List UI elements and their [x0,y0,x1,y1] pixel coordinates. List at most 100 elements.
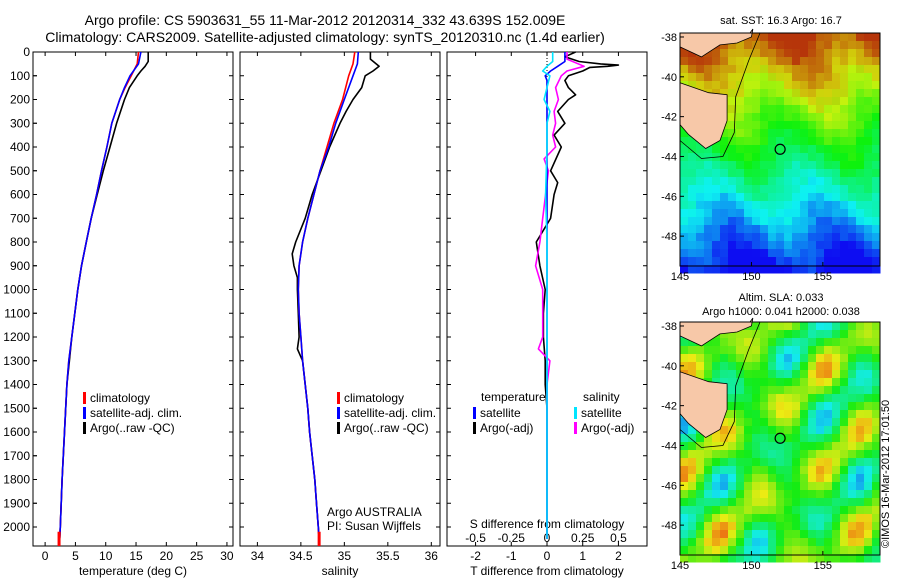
sst-map-depth-contour [679,32,761,159]
sla-map-cell [712,530,721,539]
difference-legend-salinity-title: salinity [583,390,620,404]
sla-map-cell [696,514,705,523]
sla-map-cell [840,554,849,563]
sst-map-cell [720,241,729,250]
sla-map-cell [736,386,745,395]
sst-map-cell [784,97,793,106]
sst-map-cell [712,73,721,82]
sla-map-cell [728,338,737,347]
sst-map-cell [680,225,689,234]
sst-map-cell [808,89,817,98]
depth-tick-label: 1200 [3,330,30,344]
sla-map-cell [792,482,801,491]
sla-map-cell [848,458,857,467]
sst-map-cell [680,193,689,202]
sla-map-cell [840,410,849,419]
sla-map-cell [704,434,713,443]
sla-map-cell [696,466,705,475]
sst-map-cell [872,265,881,274]
salinity-note-line-1: Argo AUSTRALIA [327,505,422,519]
sst-map-cell [864,121,873,130]
sla-map-cell [704,546,713,555]
sst-map-cell [792,105,801,114]
sst-map-cell [760,153,769,162]
sst-map-cell [776,49,785,58]
sst-map-cell [856,201,865,210]
sla-map-cell [776,418,785,427]
sst-map-cell [816,169,825,178]
sst-map-cell [840,105,849,114]
sst-map-cell [704,249,713,258]
sst-map-cell [840,137,849,146]
sla-map-cell [776,378,785,387]
sst-map-cell [856,233,865,242]
sla-map-cell [840,458,849,467]
sst-map-cell [760,201,769,210]
sla-map-cell [744,378,753,387]
sla-map-cell [848,450,857,459]
sst-map-cell [680,249,689,258]
sst-map-cell [784,217,793,226]
sst-map-cell [688,201,697,210]
sst-map-cell [840,145,849,154]
sla-map-cell [864,458,873,467]
sst-map-cell [768,57,777,66]
sst-map-cell [840,201,849,210]
sla-map-cell [824,490,833,499]
sla-map-cell [824,546,833,555]
sst-map-cell [768,65,777,74]
sst-map-cell [768,257,777,266]
sst-map-cell [720,73,729,82]
sst-map-cell [832,233,841,242]
sla-map-cell [696,554,705,563]
sst-map-cell [760,169,769,178]
sst-map-cell [768,169,777,178]
sla-map-cell [856,546,865,555]
sst-map-cell [752,49,761,58]
sst-map-cell [680,73,689,82]
sst-map-cell [864,193,873,202]
sst-map-cell [848,169,857,178]
sla-map-cell [800,434,809,443]
sst-map-cell [856,145,865,154]
page-title-line-1: Argo profile: CS 5903631_55 11-Mar-2012 … [84,12,566,28]
sla-map-cell [784,362,793,371]
sla-map-cell [856,426,865,435]
sla-map-cell [864,514,873,523]
sst-map-cell [832,97,841,106]
sst-map-cell [744,121,753,130]
sla-map-cell [768,450,777,459]
sla-map-cell [832,370,841,379]
sla-map-cell [760,370,769,379]
sst-map-cell [784,169,793,178]
sla-map-cell [768,434,777,443]
sla-map-cell [720,466,729,475]
sst-map-cell [768,241,777,250]
sla-map-cell [864,346,873,355]
sst-map-cell [704,209,713,218]
sla-map-cell [776,490,785,499]
sst-map-cell [744,233,753,242]
sst-map-cell [752,105,761,114]
sst-map-cell [704,225,713,234]
sst-map-cell [736,185,745,194]
sst-map-cell [824,217,833,226]
sla-map-cell [784,394,793,403]
sst-map-cell [704,185,713,194]
depth-tick-label: 600 [10,188,30,202]
sla-map-cell [816,522,825,531]
sst-map-cell [680,153,689,162]
sst-map-cell [816,193,825,202]
sst-map-cell [800,265,809,274]
sla-map-cell [688,530,697,539]
sla-map-cell [832,354,841,363]
sst-map-cell [720,217,729,226]
sla-map-cell [712,490,721,499]
sst-map-cell [808,233,817,242]
sla-map-cell [808,394,817,403]
sla-map-cell [720,354,729,363]
sla-map-cell [824,514,833,523]
sla-map-cell [736,490,745,499]
sst-map-cell [728,65,737,74]
